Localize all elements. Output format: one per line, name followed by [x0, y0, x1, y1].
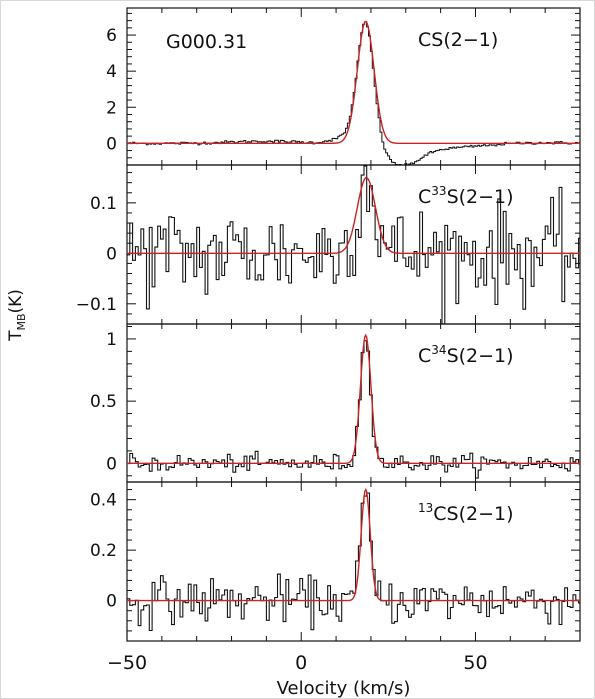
panel2-line-label: C33S(2−1) — [418, 184, 514, 208]
panel4-frame — [126, 481, 581, 642]
panel2-ytick-label: −0.1 — [76, 295, 117, 315]
xtick-label: −50 — [107, 652, 147, 674]
panel1-fit-curve — [127, 20, 580, 144]
panel4-ytick-label: 0.4 — [90, 491, 117, 511]
panel3-line-label: C34S(2−1) — [418, 343, 514, 367]
panel2-observed-spectrum — [127, 165, 580, 325]
panel2-ytick-label: 0 — [106, 244, 117, 264]
xtick-label: 0 — [295, 652, 307, 674]
panel4-line-label: 13CS(2−1) — [418, 501, 514, 525]
panel4-fit-curve — [127, 487, 580, 602]
y-axis-label-subscript: MB — [15, 313, 28, 330]
y-axis-label-symbol: T — [6, 330, 26, 342]
panel2-fit-curve — [127, 176, 580, 254]
panel3-line-label-main: S(2−1) — [447, 345, 514, 367]
panel3-line-label-superscript: 34 — [431, 343, 446, 357]
panel3-fit-curve — [127, 333, 580, 464]
panel2-line-label-superscript: 33 — [431, 184, 446, 198]
panel1-line-label-main: CS(2−1) — [418, 29, 498, 51]
panel4-ytick-label: 0 — [106, 592, 117, 612]
panel3-ytick-label: 1 — [106, 330, 117, 350]
panel2-line-label-prefix: C — [418, 186, 431, 208]
panel2-ytick-label: 0.1 — [90, 194, 117, 214]
xtick-label: 50 — [463, 652, 487, 674]
panel1-ytick-label: 0 — [106, 134, 117, 154]
panel3-ytick-label: 0.5 — [90, 392, 117, 412]
x-axis-label: Velocity (km/s) — [277, 678, 411, 699]
panel4-ytick-label: 0.2 — [90, 541, 117, 561]
panel1-ytick-label: 2 — [106, 98, 117, 118]
panel1-ytick-label: 4 — [106, 62, 117, 82]
object-label: G000.31 — [166, 31, 247, 53]
panel4-line-label-superscript: 13 — [418, 501, 433, 515]
panel3-ytick-label: 0 — [106, 454, 117, 474]
panel1-line-label: CS(2−1) — [418, 29, 498, 51]
panel2-line-label-main: S(2−1) — [447, 186, 514, 208]
panel4-line-label-main: CS(2−1) — [433, 503, 513, 525]
y-axis-label-unit: (K) — [6, 289, 26, 313]
panel1-ytick-label: 6 — [106, 26, 117, 46]
y-axis-label: TMB(K) — [6, 289, 28, 342]
panel4-observed-spectrum — [127, 492, 580, 632]
panel3-line-label-prefix: C — [418, 345, 431, 367]
